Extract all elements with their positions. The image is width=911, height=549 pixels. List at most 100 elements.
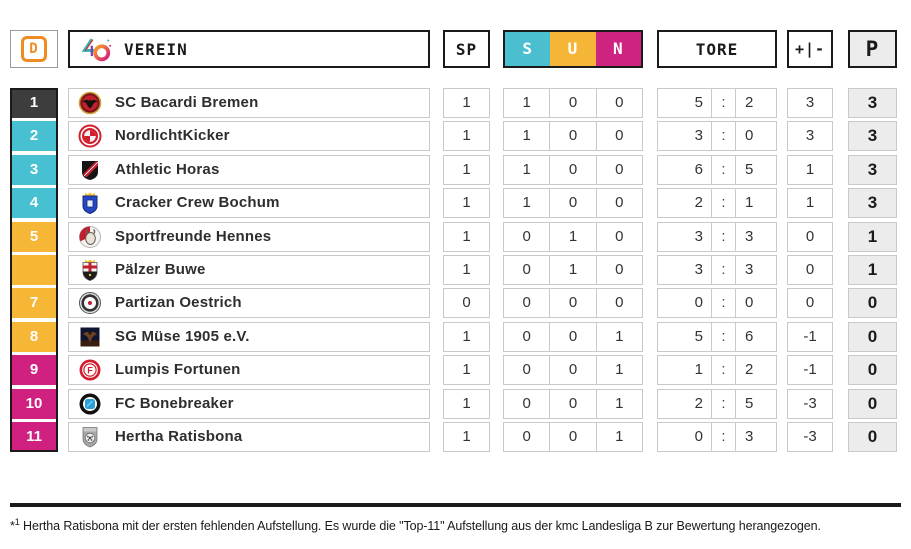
table-row: 3 Athletic Horas 1 1 0 0 6:5 1 3	[10, 154, 897, 185]
club-cell[interactable]: FC Bonebreaker	[68, 388, 430, 419]
goal-diff-cell: -3	[787, 388, 833, 419]
table-row: 9 F Lumpis Fortunen 1 0 0 1 1:2 -1 0	[10, 355, 897, 386]
header-wins-label: S	[505, 32, 551, 66]
goals-against-value: 0	[745, 127, 754, 145]
goals-colon: :	[711, 422, 736, 451]
club-cell[interactable]: Cracker Crew Bochum	[68, 188, 430, 219]
club-cell[interactable]: SC Bacardi Bremen	[68, 88, 430, 118]
anniversary-40-logo-icon	[81, 37, 113, 62]
matches-played-cell: 1	[443, 154, 490, 185]
table-row: 7 Partizan Oestrich 0 0 0 0 0:0 0 0	[10, 288, 897, 319]
goals-colon: :	[711, 289, 736, 318]
wins-value: 1	[522, 127, 531, 145]
goals-colon: :	[711, 356, 736, 385]
goals-cell: 0:3	[657, 421, 777, 452]
losses-value: 0	[595, 222, 642, 251]
club-cell[interactable]: F Lumpis Fortunen	[68, 355, 430, 386]
losses-value: 1	[595, 322, 642, 351]
club-cell[interactable]: Pälzer Buwe	[68, 254, 430, 285]
dark-moth-square-icon	[78, 325, 102, 349]
goals-for-value: 2	[694, 194, 703, 212]
club-cell[interactable]: NordlichtKicker	[68, 121, 430, 152]
goals-against-value: 2	[745, 361, 754, 379]
points-cell: 3	[848, 88, 897, 118]
club-name: SG Müse 1905 e.V.	[115, 327, 250, 345]
draws-value: 0	[549, 89, 595, 117]
goals-for-value: 3	[694, 127, 703, 145]
goals-against-value: 0	[745, 294, 754, 312]
goals-cell: 3:0	[657, 121, 777, 152]
wins-value: 0	[522, 260, 531, 278]
goals-colon: :	[711, 222, 736, 251]
matches-played-cell: 1	[443, 88, 490, 118]
wins-value: 0	[522, 294, 531, 312]
wins-value: 0	[522, 394, 531, 412]
goals-cell: 3:3	[657, 254, 777, 285]
goal-diff-cell: 3	[787, 121, 833, 152]
club-name: SC Bacardi Bremen	[115, 94, 259, 111]
goal-diff-cell: -1	[787, 321, 833, 352]
goals-colon: :	[711, 255, 736, 284]
club-name: FC Bonebreaker	[115, 394, 234, 412]
club-name: Athletic Horas	[115, 160, 220, 178]
goal-diff-cell: 0	[787, 254, 833, 285]
club-cell[interactable]: Hertha Ratisbona	[68, 421, 430, 452]
points-cell: 0	[848, 421, 897, 452]
verein-column-label: VEREIN	[124, 39, 188, 59]
losses-value: 0	[595, 289, 642, 318]
goals-colon: :	[711, 322, 736, 351]
club-name: Partizan Oestrich	[115, 294, 242, 312]
points-cell: 0	[848, 355, 897, 386]
table-row: 5 Sportfreunde Hennes 1 0 1 0 3:3 0 1	[10, 221, 897, 252]
goals-against-value: 2	[745, 94, 754, 111]
matches-played-cell: 1	[443, 221, 490, 252]
goals-against-value: 5	[745, 394, 754, 412]
table-row: 10 FC Bonebreaker 1 0 0 1 2:5 -3 0	[10, 388, 897, 419]
club-cell[interactable]: Sportfreunde Hennes	[68, 221, 430, 252]
goat-roundel-icon	[78, 225, 102, 249]
goal-diff-cell: 1	[787, 154, 833, 185]
header-sp-cell: SP	[443, 30, 490, 68]
points-cell: 0	[848, 388, 897, 419]
svg-text:F: F	[87, 366, 93, 376]
table-row: 11 Hertha Ratisbona 1 0 0 1 0:3 -3 0	[10, 421, 897, 452]
footnote-body: Hertha Ratisbona mit der ersten fehlende…	[23, 519, 821, 534]
matches-played-cell: 0	[443, 288, 490, 319]
blue-crown-shield-icon	[78, 191, 102, 215]
draws-value: 0	[549, 422, 595, 451]
club-cell[interactable]: Athletic Horas	[68, 154, 430, 185]
draws-value: 0	[549, 322, 595, 351]
goals-cell: 6:5	[657, 154, 777, 185]
goals-against-value: 5	[745, 160, 754, 178]
black-red-shield-icon	[78, 158, 102, 182]
blue-square-roundel-icon	[78, 392, 102, 416]
red-f-roundel-icon: F	[78, 358, 102, 382]
table-body: 1 SC Bacardi Bremen 1 1 0 0 5:2 3 3 2 NordlichtKic…	[10, 88, 897, 455]
club-cell[interactable]: SG Müse 1905 e.V.	[68, 321, 430, 352]
draws-value: 0	[549, 289, 595, 318]
points-cell: 3	[848, 121, 897, 152]
goals-for-value: 6	[694, 160, 703, 178]
goal-diff-cell: -3	[787, 421, 833, 452]
goals-for-value: 3	[694, 227, 703, 245]
goals-colon: :	[711, 122, 736, 151]
rank-badge	[10, 254, 58, 285]
red-cross-shield-icon	[78, 258, 102, 282]
goal-diff-cell: -1	[787, 355, 833, 386]
bacardi-bat-crest-icon	[78, 91, 102, 115]
losses-value: 0	[595, 89, 642, 117]
draws-value: 0	[549, 189, 595, 218]
goals-against-value: 3	[745, 427, 754, 445]
header-goal-diff-cell: +|-	[787, 30, 833, 68]
draws-value: 1	[549, 222, 595, 251]
goals-against-value: 6	[745, 327, 754, 345]
header-tore-cell: TORE	[657, 30, 777, 68]
rank-badge: 2	[10, 121, 58, 152]
footer-divider	[10, 503, 901, 507]
matches-played-cell: 1	[443, 355, 490, 386]
goals-for-value: 2	[694, 394, 703, 412]
club-cell[interactable]: Partizan Oestrich	[68, 288, 430, 319]
